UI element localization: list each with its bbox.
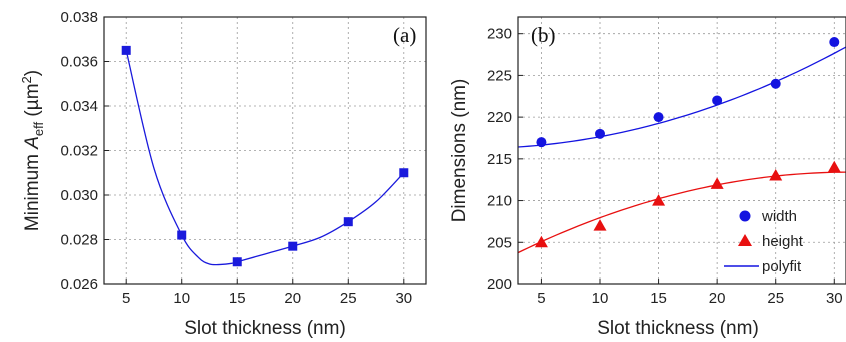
width-polyfit-line: [518, 46, 846, 148]
legend-circle-marker: [739, 210, 751, 222]
y-tick-label: 0.030: [60, 187, 98, 204]
x-tick-label: 15: [650, 290, 667, 307]
panel-a: 5 10 15 20 25 30 0.026 0.028 0.030 0.032 0.034 0.03…: [19, 9, 427, 339]
height-data-point: [769, 169, 783, 181]
y-tick-label: 0.034: [60, 98, 98, 115]
y-tick-label: 225: [487, 67, 512, 84]
y-title-variable: A: [22, 136, 43, 150]
y-title-unit-open: (µm: [22, 83, 43, 121]
legend-item-height: height: [738, 233, 804, 250]
panel-b-ticks: 5 10 15 20 25 30 200 205 210 215 220 225 230: [487, 26, 843, 307]
x-tick-label: 30: [826, 290, 843, 307]
panel-a-curve-group: [125, 50, 405, 266]
legend-label-height: height: [762, 233, 804, 250]
x-tick-label: 5: [537, 290, 545, 307]
legend-label-width: width: [761, 208, 797, 225]
y-title-subscript: eff: [31, 121, 46, 136]
y-tick-label: 220: [487, 109, 512, 126]
data-point-square: [177, 230, 187, 240]
y-tick-label: 205: [487, 234, 512, 251]
width-data-point: [829, 37, 840, 48]
data-point-square: [399, 168, 409, 178]
y-tick-label: 0.038: [60, 9, 98, 26]
y-title-superscript: 2: [19, 76, 34, 83]
x-tick-label: 25: [767, 290, 784, 307]
legend-item-polyfit: polyfit: [724, 258, 802, 275]
width-data-point: [653, 112, 664, 123]
y-tick-label: 210: [487, 193, 512, 210]
data-point-square: [343, 217, 353, 227]
y-tick-label: 0.026: [60, 276, 98, 293]
data-point-square: [232, 257, 242, 267]
panel-a-markers: [121, 45, 409, 267]
legend-triangle-icon: [738, 234, 752, 246]
x-tick-label: 10: [592, 290, 609, 307]
panel-b-fit-lines: [518, 46, 846, 254]
panel-b-y-axis-title: Dimensions (nm): [449, 79, 470, 223]
x-tick-label: 25: [340, 290, 357, 307]
y-tick-label: 200: [487, 276, 512, 293]
y-tick-label: 0.032: [60, 143, 98, 160]
width-data-point: [595, 128, 605, 139]
y-tick-label: 0.036: [60, 54, 98, 71]
legend-item-width: width: [739, 208, 797, 225]
height-data-point: [652, 194, 666, 206]
y-title-unit-close: ): [22, 70, 43, 76]
y-tick-label: 230: [487, 26, 512, 43]
x-tick-label: 20: [284, 290, 301, 307]
legend-circle-icon: [739, 210, 751, 222]
panel-a-label: (a): [393, 23, 416, 47]
height-data-point: [710, 177, 724, 189]
panel-a-ticks: 5 10 15 20 25 30 0.026 0.028 0.030 0.032 0.034 0.03…: [60, 9, 412, 307]
legend-triangle-marker: [738, 234, 752, 246]
min-aeff-curve: [125, 50, 405, 266]
y-title-prefix: Minimum: [22, 149, 43, 231]
panel-b-markers: [534, 37, 841, 248]
panel-b-x-axis-title: Slot thickness (nm): [597, 318, 759, 339]
panel-b: 5 10 15 20 25 30 200 205 210 215 220 225 230 (b) Slo…: [449, 16, 846, 339]
panel-b-legend: width height polyfit: [724, 208, 804, 275]
data-point-square: [121, 45, 131, 55]
x-tick-label: 15: [229, 290, 246, 307]
panel-a-x-axis-title: Slot thickness (nm): [184, 318, 346, 339]
x-tick-label: 30: [395, 290, 412, 307]
width-data-point: [536, 137, 547, 148]
height-data-point: [593, 219, 607, 231]
height-polyfit-line: [518, 171, 846, 254]
y-tick-label: 0.028: [60, 232, 98, 249]
x-tick-label: 5: [122, 290, 130, 307]
width-data-point: [712, 95, 723, 106]
panel-a-y-axis-title: Minimum Aeff (µm2): [19, 70, 46, 231]
height-data-point: [534, 235, 548, 248]
legend-label-polyfit: polyfit: [762, 258, 802, 275]
height-data-point: [827, 160, 841, 173]
x-tick-label: 10: [173, 290, 190, 307]
x-tick-label: 20: [709, 290, 726, 307]
data-point-square: [288, 241, 298, 251]
panel-b-label: (b): [531, 23, 556, 47]
y-tick-label: 215: [487, 151, 512, 168]
panel-b-frame: [517, 16, 846, 285]
panel-a-grid: [104, 16, 426, 285]
width-data-point: [770, 78, 781, 89]
